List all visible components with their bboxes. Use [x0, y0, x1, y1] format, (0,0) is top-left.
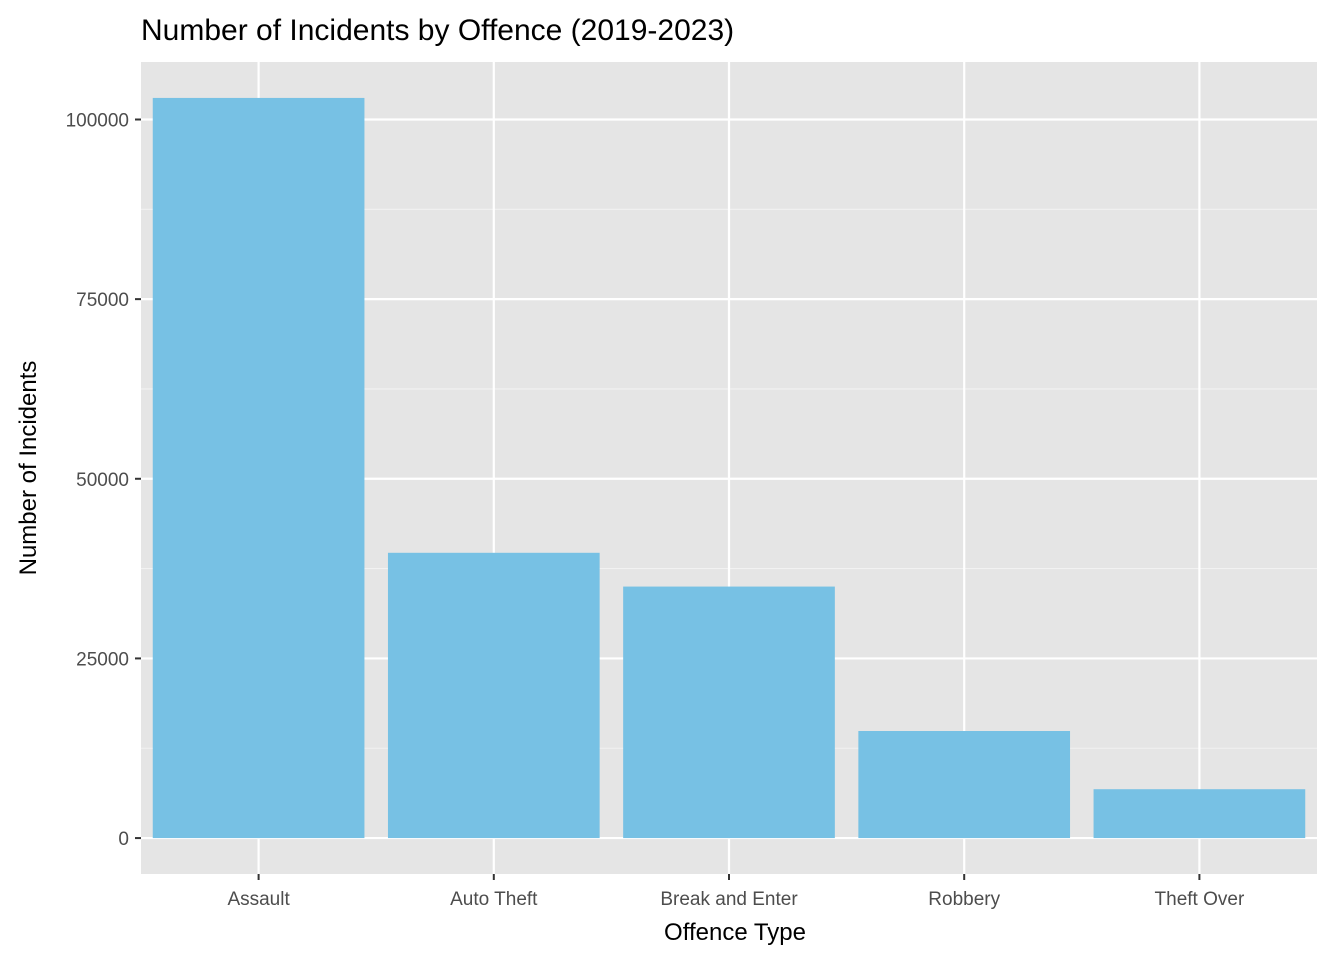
x-axis-title: Offence Type	[664, 919, 806, 946]
x-tick-label: Assault	[227, 889, 290, 910]
x-tick-label: Theft Over	[1155, 889, 1245, 910]
y-tick-label: 100000	[66, 110, 129, 131]
x-tick-label: Break and Enter	[660, 889, 798, 910]
y-tick-label: 50000	[76, 470, 129, 491]
y-tick-label: 0	[118, 829, 129, 850]
x-tick-label: Robbery	[928, 889, 1000, 910]
bar-assault	[152, 97, 365, 839]
y-axis-title: Number of Incidents	[15, 361, 42, 576]
x-axis: Assault Auto Theft Break and Enter Robbery T…	[227, 874, 1245, 910]
bar-auto-theft	[387, 552, 600, 839]
bars	[152, 97, 1306, 839]
y-axis: 0 25000 50000 75000 100000	[66, 110, 141, 850]
chart-title: Number of Incidents by Offence (2019-202…	[141, 14, 734, 47]
y-tick-label: 75000	[76, 290, 129, 311]
bar-robbery	[858, 731, 1071, 839]
y-tick-label: 25000	[76, 649, 129, 670]
bar-theft-over	[1093, 789, 1306, 839]
x-tick-label: Auto Theft	[450, 889, 538, 910]
bar-break-and-enter	[623, 586, 835, 839]
